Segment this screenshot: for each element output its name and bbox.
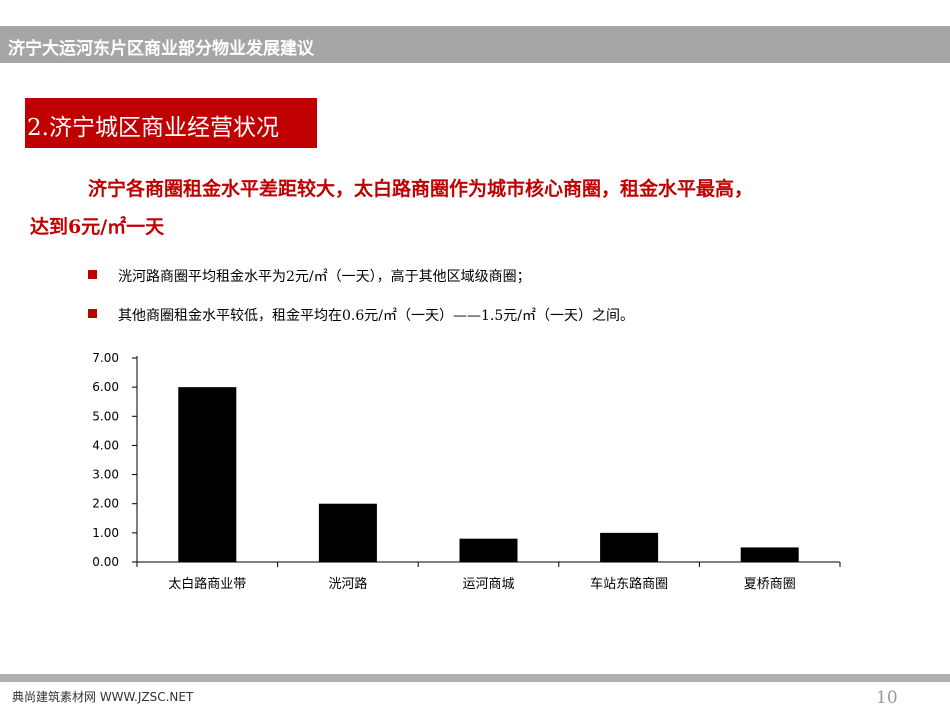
x-tick-label: 车站东路商圈 [590,576,668,592]
page-title: 济宁大运河东片区商业部分物业发展建议 [8,39,314,59]
footer-bar [0,674,950,682]
y-tick-label: 7.00 [92,351,119,365]
y-tick-label: 4.00 [92,438,119,452]
y-tick-label: 5.00 [92,409,119,423]
bar [178,387,237,562]
page-number: 10 [876,688,898,708]
bullet-item: 其他商圈租金水平较低，租金平均在0.6元/㎡（一天）——1.5元/㎡（一天）之间… [88,305,634,325]
y-tick-label: 2.00 [92,497,119,511]
x-tick-label: 运河商城 [462,577,514,592]
bar [600,532,659,562]
y-tick-label: 6.00 [92,380,119,394]
y-tick-label: 0.00 [92,555,119,569]
bar [318,503,377,562]
bullet-square-icon [88,309,97,318]
x-tick-label: 夏桥商圈 [744,577,796,592]
rent-bar-chart: 0.00 1.00 2.00 3.00 4.00 5.00 6.00 7.00 太白路商业带 洸河… [92,351,841,592]
bullet-text: 其他商圈租金水平较低，租金平均在0.6元/㎡（一天）——1.5元/㎡（一天）之间… [118,308,634,324]
section-heading: 2.济宁城区商业经营状况 [25,98,317,148]
x-tick-label: 洸河路 [328,576,367,592]
header-bar: 济宁大运河东片区商业部分物业发展建议 [0,26,950,63]
headline-line2: 达到6元/㎡一天 [30,216,165,238]
headline: 济宁各商圈租金水平差距较大，太白路商圈作为城市核心商圈，租金水平最高， 达到6元… [30,170,920,246]
x-tick-label: 太白路商业带 [168,576,246,592]
bullet-text: 洸河路商圈平均租金水平为2元/㎡（一天），高于其他区域级商圈； [118,269,531,285]
bar [459,538,518,562]
bar [740,547,799,562]
y-tick-label: 3.00 [92,468,119,482]
y-tick-label: 1.00 [92,526,119,540]
headline-line1: 济宁各商圈租金水平差距较大，太白路商圈作为城市核心商圈，租金水平最高， [88,178,754,200]
bullet-square-icon [88,270,97,279]
section-title: 2.济宁城区商业经营状况 [27,115,279,141]
footer-watermark: 典尚建筑素材网 WWW.JZSC.NET [12,690,194,704]
bullet-item: 洸河路商圈平均租金水平为2元/㎡（一天），高于其他区域级商圈； [88,266,531,286]
